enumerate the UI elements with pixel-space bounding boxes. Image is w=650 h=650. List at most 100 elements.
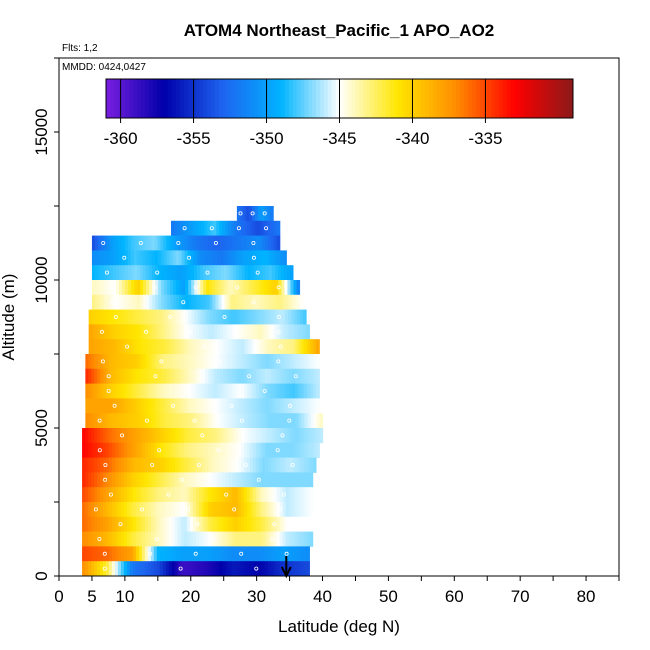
heatmap-cell	[201, 487, 206, 503]
heatmap-cell	[316, 354, 320, 370]
heatmap-cell	[82, 561, 86, 577]
heatmap-cell	[191, 309, 195, 325]
heatmap-cell	[223, 235, 227, 251]
heatmap-cell	[195, 487, 200, 503]
heatmap-cell	[313, 398, 317, 414]
heatmap-cell	[268, 398, 272, 414]
heatmap-cell	[181, 354, 185, 370]
heatmap-cell	[91, 531, 95, 547]
sample-point	[110, 285, 115, 290]
heatmap-cell	[244, 428, 248, 444]
colorbar-segment	[269, 79, 274, 118]
heatmap-cell	[232, 383, 236, 399]
heatmap-cell	[201, 516, 206, 532]
heatmap-cell	[174, 516, 179, 532]
heatmap-cell	[100, 428, 104, 444]
heatmap-cell	[202, 354, 206, 370]
heatmap-cell	[293, 280, 298, 296]
heatmap-cell	[220, 339, 224, 355]
heatmap-cell	[285, 457, 290, 473]
heatmap-cell	[306, 472, 311, 488]
heatmap-cell	[303, 546, 307, 562]
x-tick-label: 10	[115, 587, 134, 606]
heatmap-cell	[214, 383, 218, 399]
heatmap-cell	[112, 531, 116, 547]
heatmap-cell	[135, 472, 140, 488]
heatmap-cell	[142, 383, 146, 399]
heatmap-cell	[280, 398, 284, 414]
heatmap-cell	[251, 280, 255, 296]
heatmap-cell	[100, 487, 104, 503]
heatmap-cell	[181, 428, 185, 444]
heatmap-cell	[252, 472, 257, 488]
heatmap-cell	[160, 368, 164, 384]
heatmap-cell	[277, 354, 281, 370]
heatmap-cell	[286, 428, 291, 444]
heatmap-cell	[285, 516, 290, 532]
heatmap-cell	[307, 413, 312, 429]
heatmap-cell	[132, 531, 137, 547]
heatmap-cell	[286, 368, 290, 384]
heatmap-cell	[119, 280, 123, 296]
heatmap-cell	[136, 383, 140, 399]
heatmap-cell	[277, 428, 282, 444]
heatmap-cell	[270, 206, 274, 222]
heatmap-cell	[88, 354, 92, 370]
heatmap-cell	[316, 442, 320, 458]
heatmap-cell	[145, 398, 149, 414]
heatmap-cell	[232, 354, 236, 370]
colorbar-segment	[514, 79, 520, 118]
heatmap-cell	[178, 442, 182, 458]
heatmap-cell	[272, 309, 277, 325]
heatmap-cell	[151, 339, 156, 355]
heatmap-cell	[193, 324, 197, 340]
heatmap-cell	[147, 561, 152, 577]
heatmap-cell	[124, 368, 128, 384]
heatmap-cell	[295, 428, 300, 444]
heatmap-cell	[124, 398, 128, 414]
heatmap-cell	[103, 472, 107, 488]
heatmap-cell	[118, 428, 122, 444]
heatmap-cell	[165, 546, 170, 562]
heatmap-cell	[155, 309, 159, 325]
colorbar-segment	[374, 79, 379, 118]
heatmap-cell	[264, 206, 268, 222]
heatmap-cell	[260, 309, 265, 325]
heatmap-cell	[219, 516, 224, 532]
heatmap-cell	[139, 354, 143, 370]
colorbar-segment	[499, 79, 504, 118]
sample-point	[113, 314, 118, 319]
heatmap-cell	[100, 531, 104, 547]
heatmap-cell	[196, 428, 200, 444]
heatmap-cell	[228, 487, 233, 503]
heatmap-cell	[85, 457, 89, 473]
heatmap-cell	[112, 398, 116, 414]
heatmap-cell	[282, 457, 287, 473]
heatmap-cell	[97, 428, 101, 444]
heatmap-cell	[157, 383, 161, 399]
heatmap-cell	[142, 235, 147, 251]
heatmap-cell	[178, 354, 182, 370]
heatmap-cell	[160, 442, 164, 458]
x-tick-label: 20	[181, 587, 200, 606]
heatmap-cell	[261, 324, 266, 340]
heatmap-cell	[265, 354, 269, 370]
heatmap-cell	[262, 442, 266, 458]
heatmap-cell	[266, 280, 270, 296]
heatmap-cell	[276, 220, 281, 236]
colorbar-segment	[518, 79, 523, 118]
heatmap-cell	[193, 457, 197, 473]
colorbar-segment	[530, 79, 535, 118]
heatmap-cell	[184, 354, 188, 370]
heatmap-cell	[136, 428, 140, 444]
heatmap-cell	[301, 398, 305, 414]
heatmap-cell	[183, 531, 188, 547]
colorbar-segment	[553, 79, 558, 118]
heatmap-cell	[181, 250, 186, 266]
heatmap-cell	[131, 294, 135, 310]
heatmap-cell	[133, 235, 138, 251]
heatmap-cell	[258, 324, 263, 340]
heatmap-cell	[261, 487, 266, 503]
heatmap-cell	[297, 531, 302, 547]
y-tick-label: 10000	[32, 256, 51, 303]
